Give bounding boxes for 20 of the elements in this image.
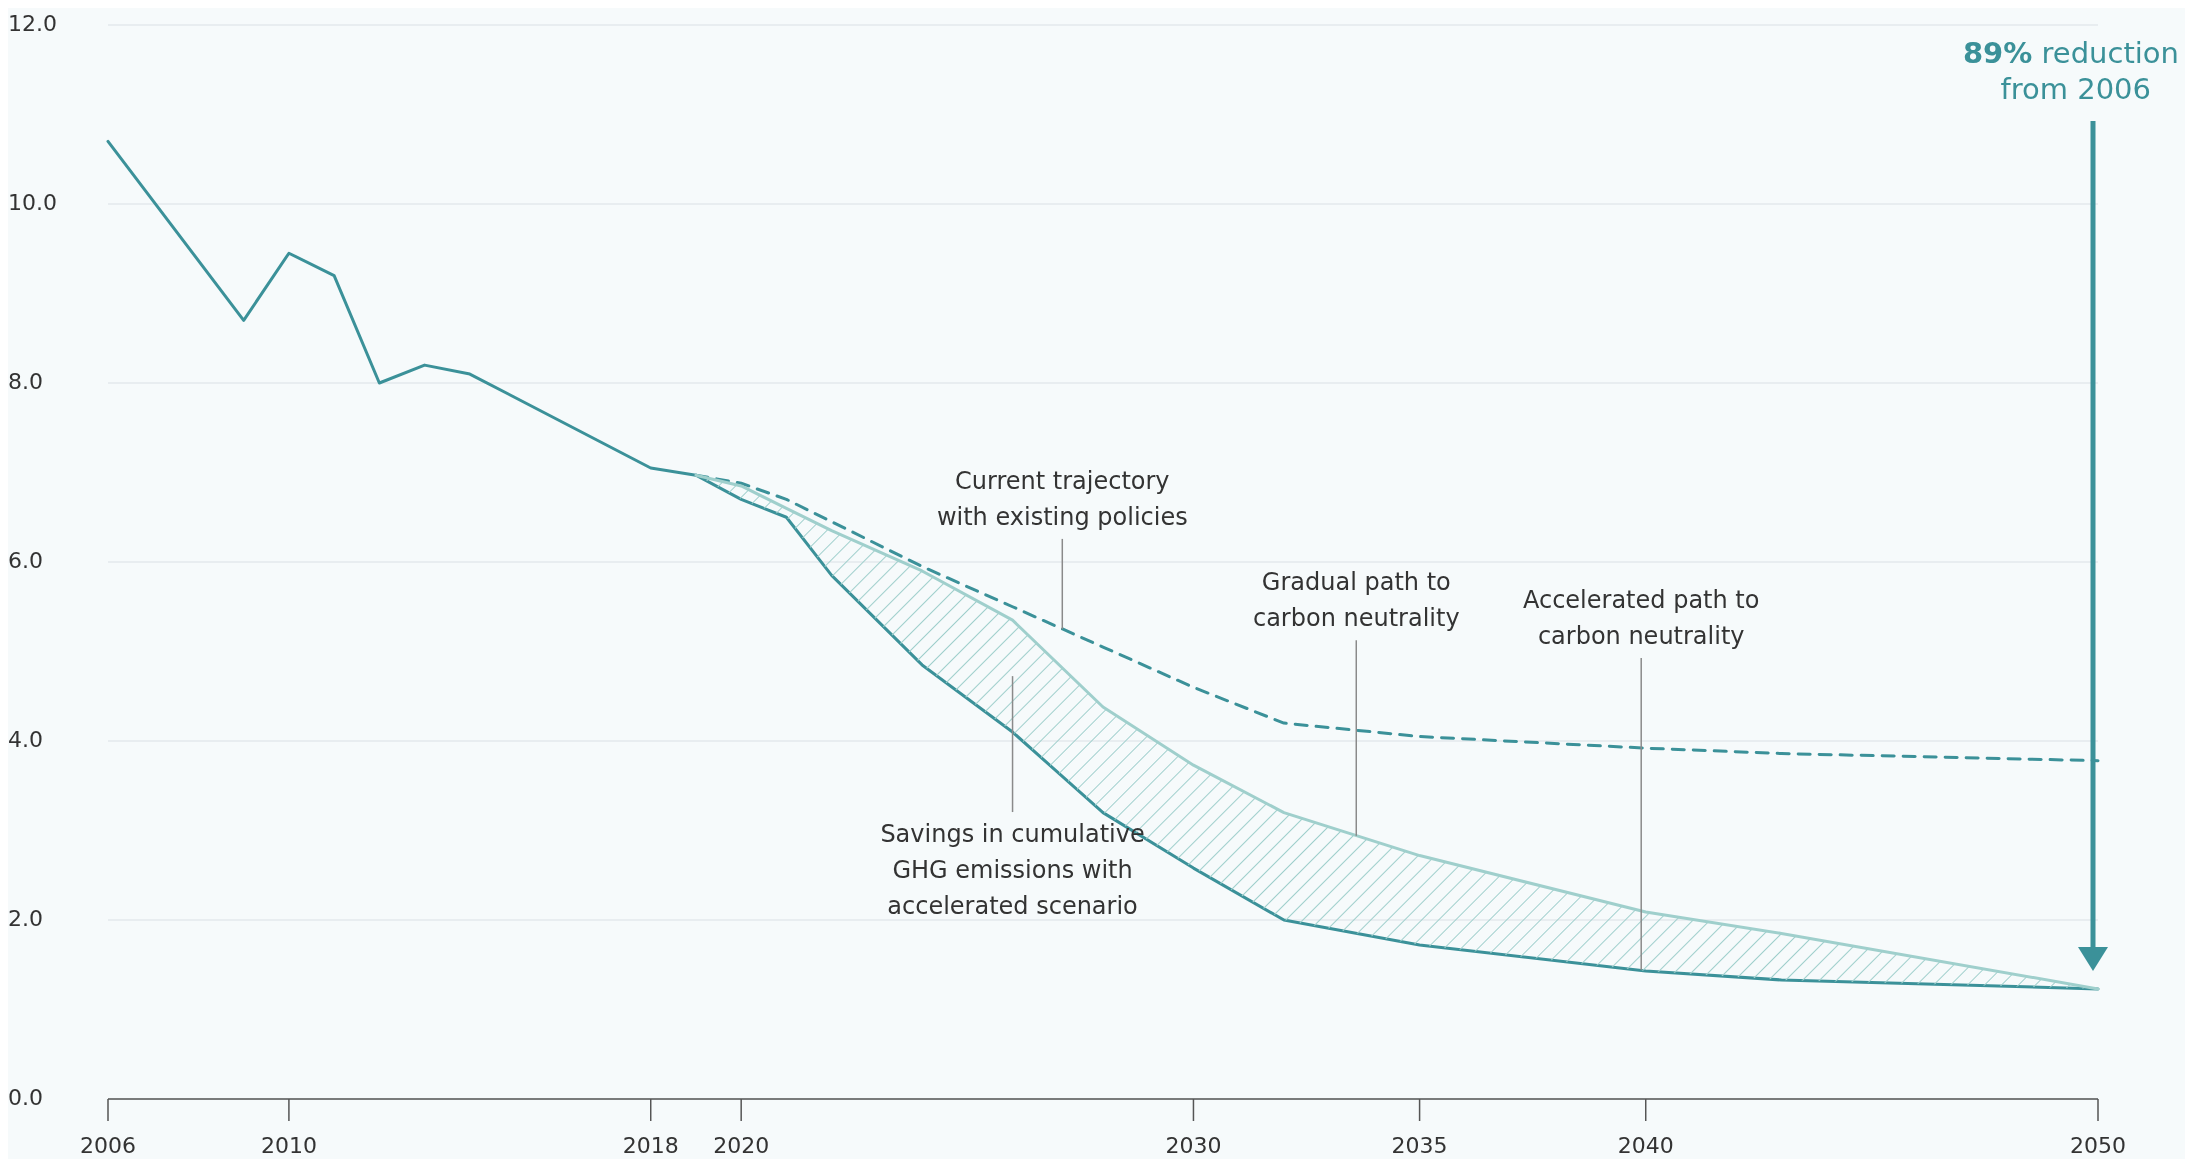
y-tick-label: 2.0 (8, 906, 43, 931)
x-tick-label: 2010 (260, 1133, 317, 1158)
annotation: 89% reduction from 2006 (1962, 36, 2179, 106)
x-tick-label: 2040 (1617, 1133, 1674, 1158)
y-tick-label: 12.0 (8, 11, 57, 36)
y-tick-label: 6.0 (8, 548, 43, 573)
annotation: Accelerated path to carbon neutrality (1522, 585, 1760, 650)
x-tick-label: 2020 (713, 1133, 770, 1158)
x-tick-label: 2018 (622, 1133, 679, 1158)
x-tick-label: 2050 (2070, 1133, 2126, 1158)
annotation: Gradual path to carbon neutrality (1252, 568, 1460, 633)
annotation: Current trajectory with existing policies (936, 466, 1188, 531)
y-tick-label: 0.0 (8, 1085, 43, 1110)
y-tick-label: 10.0 (8, 190, 57, 215)
x-tick-label: 2035 (1391, 1133, 1448, 1158)
x-tick-label: 2006 (80, 1133, 136, 1158)
y-tick-label: 4.0 (8, 727, 43, 752)
x-tick-label: 2030 (1165, 1133, 1222, 1158)
annotation: Savings in cumulative GHG emissions with accelerated scenario (880, 820, 1145, 921)
y-tick-label: 8.0 (8, 369, 43, 394)
